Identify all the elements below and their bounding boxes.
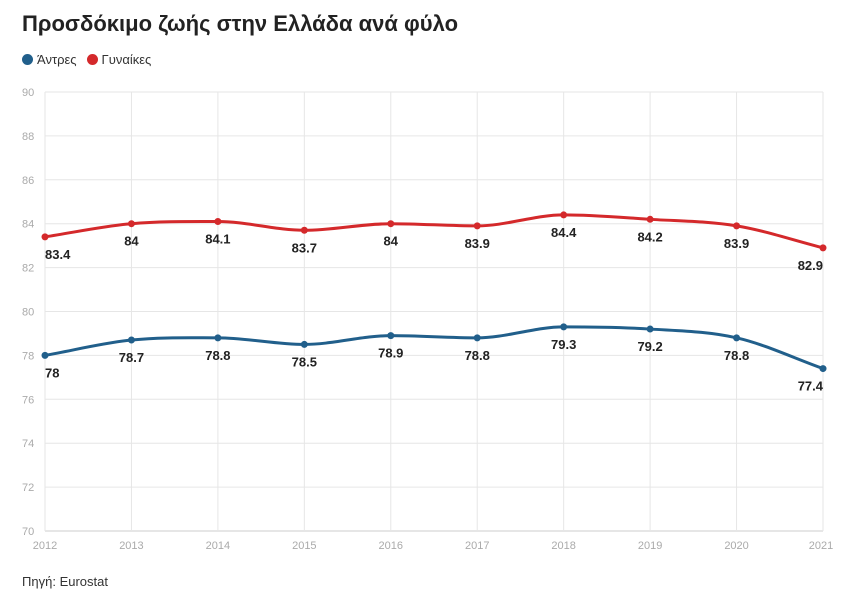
y-tick-label: 88 xyxy=(22,131,34,143)
chart-title: Προσδόκιμο ζωής στην Ελλάδα ανά φύλο xyxy=(22,11,459,36)
data-point-men[interactable] xyxy=(387,332,395,340)
data-label-women: 83.7 xyxy=(292,240,317,255)
data-label-men: 77.4 xyxy=(798,379,824,394)
legend-item-women[interactable]: Γυναίκες xyxy=(86,52,152,67)
data-point-men[interactable] xyxy=(41,351,49,359)
data-point-women[interactable] xyxy=(387,220,395,228)
y-tick-label: 80 xyxy=(22,307,34,319)
data-label-men: 78.5 xyxy=(292,354,317,369)
data-label-men: 78.8 xyxy=(205,348,230,363)
data-label-women: 84.1 xyxy=(205,232,230,247)
data-label-women: 84 xyxy=(124,234,139,249)
data-label-men: 78.8 xyxy=(724,348,749,363)
data-label-women: 84.2 xyxy=(637,229,662,244)
line-chart: 70 72 74 76 78 80 82 84 86 88 90 2012 2013 2014 2015 20… xyxy=(22,87,833,552)
legend-label-women: Γυναίκες xyxy=(101,52,152,67)
data-point-women[interactable] xyxy=(127,220,135,228)
data-point-men[interactable] xyxy=(300,340,308,348)
data-label-women: 83.4 xyxy=(45,247,71,262)
data-point-women[interactable] xyxy=(646,215,654,223)
x-tick-label: 2021 xyxy=(809,540,833,552)
series-line-women xyxy=(43,213,825,250)
data-label-layer: 78 78.7 78.8 78.5 78.9 78.8 79.3 79.2 78.8 77.4 83… xyxy=(45,225,824,394)
data-label-women: 83.9 xyxy=(724,236,749,251)
y-tick-label: 90 xyxy=(22,87,34,99)
data-point-women[interactable] xyxy=(560,211,568,219)
data-label-men: 78.8 xyxy=(465,348,490,363)
data-point-men[interactable] xyxy=(214,334,222,342)
y-tick-label: 82 xyxy=(22,263,34,275)
x-tick-label: 2015 xyxy=(292,540,316,552)
data-point-men[interactable] xyxy=(733,334,741,342)
legend-swatch-men xyxy=(22,54,33,65)
data-point-men[interactable] xyxy=(646,325,654,333)
y-tick-label: 74 xyxy=(22,438,34,450)
data-point-men[interactable] xyxy=(819,365,827,373)
data-label-women: 83.9 xyxy=(465,236,490,251)
legend-label-men: Άντρες xyxy=(37,52,77,67)
data-label-women: 82.9 xyxy=(798,258,823,273)
axis-layer: 70 72 74 76 78 80 82 84 86 88 90 2012 2013 2014 2015 20… xyxy=(22,87,833,552)
y-tick-label: 76 xyxy=(22,394,34,406)
y-tick-label: 72 xyxy=(22,482,34,494)
data-label-men: 78.9 xyxy=(378,346,403,361)
y-tick-label: 70 xyxy=(22,526,34,538)
data-point-women[interactable] xyxy=(300,226,308,234)
x-tick-label: 2020 xyxy=(724,540,748,552)
series-line-men xyxy=(43,325,825,371)
x-tick-label: 2017 xyxy=(465,540,489,552)
x-tick-label: 2018 xyxy=(551,540,575,552)
data-point-men[interactable] xyxy=(560,323,568,331)
data-point-women[interactable] xyxy=(214,218,222,226)
y-tick-label: 78 xyxy=(22,350,34,362)
data-point-men[interactable] xyxy=(127,336,135,344)
data-point-women[interactable] xyxy=(473,222,481,230)
y-tick-label: 86 xyxy=(22,175,34,187)
data-point-women[interactable] xyxy=(733,222,741,230)
data-label-men: 78.7 xyxy=(119,350,144,365)
data-label-men: 79.2 xyxy=(637,339,662,354)
data-point-men[interactable] xyxy=(473,334,481,342)
source-note: Πηγή: Eurostat xyxy=(22,574,108,589)
x-tick-label: 2016 xyxy=(379,540,403,552)
x-tick-label: 2012 xyxy=(33,540,57,552)
grid-layer xyxy=(44,91,824,532)
x-tick-label: 2014 xyxy=(206,540,230,552)
legend: Άντρες Γυναίκες xyxy=(22,52,161,67)
legend-swatch-women xyxy=(86,54,98,65)
data-label-men: 78 xyxy=(45,365,59,380)
data-label-women: 84 xyxy=(384,234,399,249)
series-layer xyxy=(41,211,827,373)
x-tick-label: 2013 xyxy=(119,540,143,552)
legend-item-men[interactable]: Άντρες xyxy=(22,52,77,67)
x-tick-label: 2019 xyxy=(638,540,662,552)
y-tick-label: 84 xyxy=(22,219,34,231)
data-label-women: 84.4 xyxy=(551,225,577,240)
data-point-women[interactable] xyxy=(41,233,49,241)
data-point-women[interactable] xyxy=(819,244,827,252)
data-label-men: 79.3 xyxy=(551,337,576,352)
